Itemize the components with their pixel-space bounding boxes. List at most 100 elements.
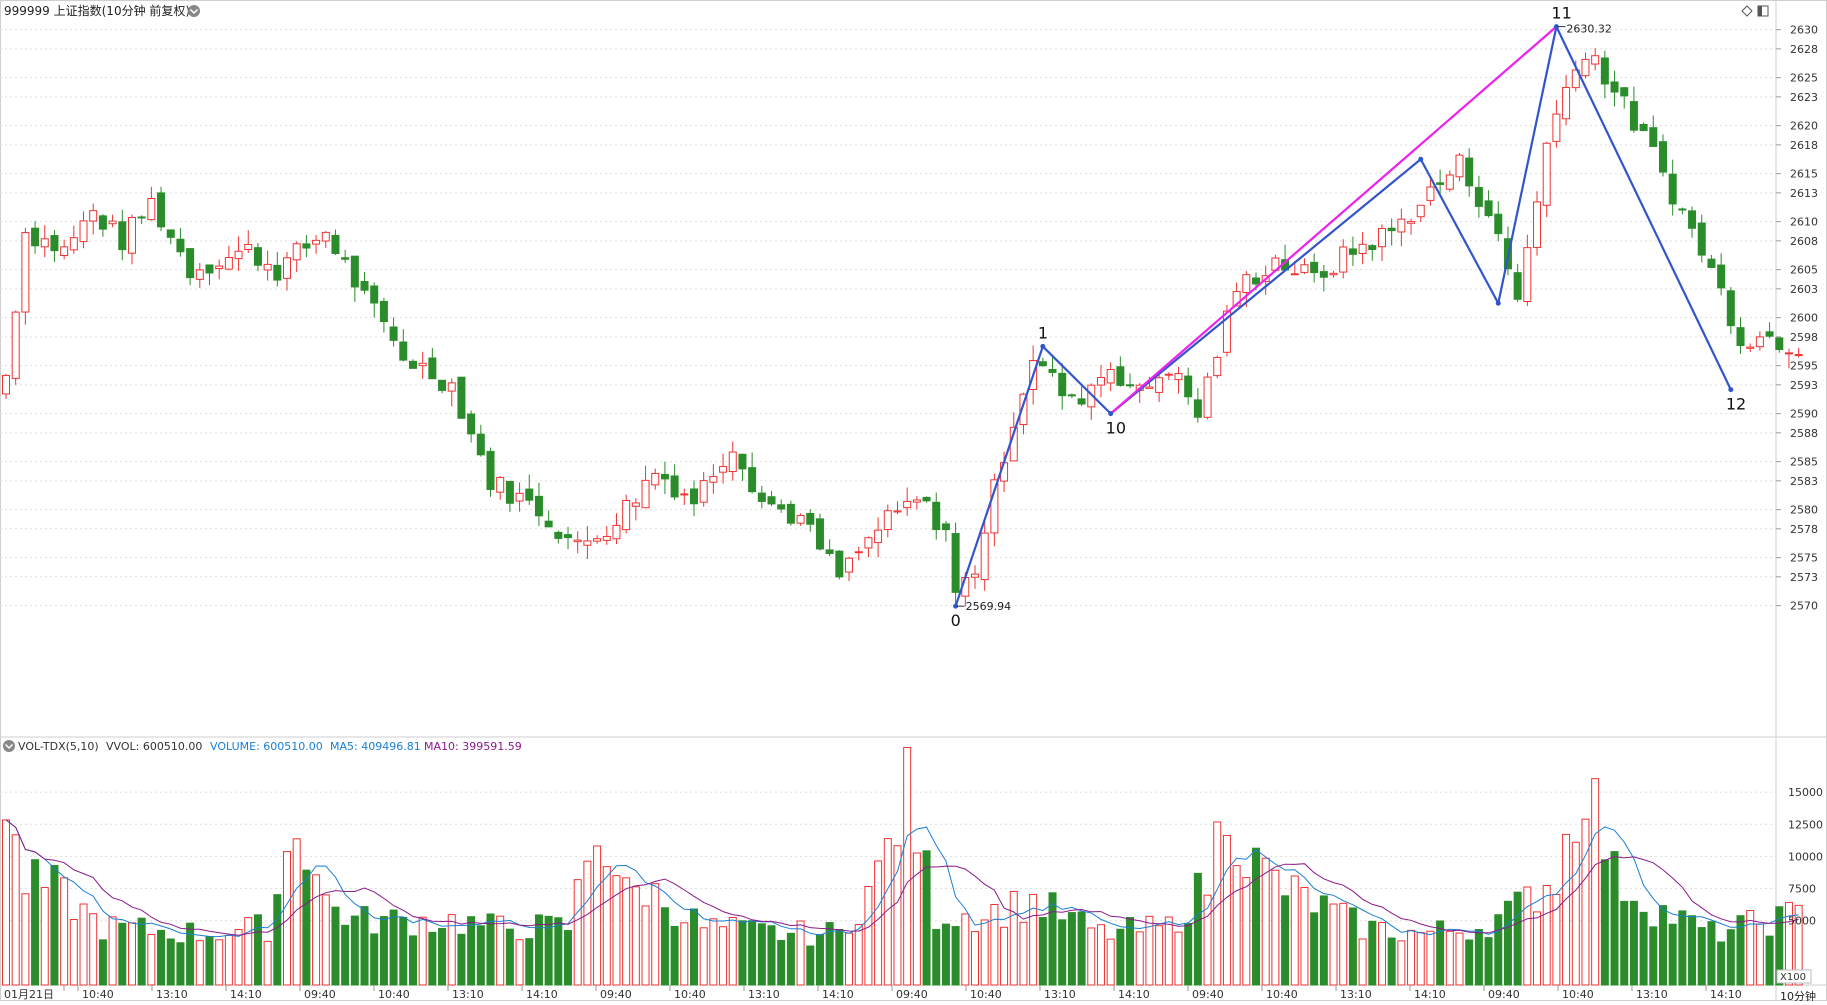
candle-body	[777, 504, 786, 510]
wave-label: 0	[951, 611, 961, 630]
candle-body	[515, 492, 524, 502]
volume-axis-ticks: 5000 7500 10000 12500 15000	[1788, 786, 1823, 928]
volume-bar	[1571, 841, 1580, 986]
volume-bar	[40, 887, 49, 986]
volume-bar	[631, 886, 640, 986]
candle-body	[302, 243, 311, 249]
candle-body	[951, 533, 960, 593]
volume-bar	[1668, 923, 1677, 986]
volume-bar	[1048, 892, 1057, 986]
candle-body	[205, 264, 214, 274]
candle-body	[554, 531, 563, 539]
volume-bar	[1203, 894, 1212, 986]
volume-bar	[728, 916, 737, 986]
volume-bar	[273, 894, 282, 986]
volume-bar	[1494, 914, 1503, 986]
wave-segment	[1419, 158, 1500, 304]
candle-body	[341, 257, 350, 260]
volume-bar	[428, 931, 437, 986]
volume-bar	[845, 932, 854, 986]
candle-body	[1067, 394, 1076, 397]
wave-segment	[1497, 26, 1558, 304]
volume-dropdown-icon[interactable]	[3, 740, 15, 752]
volume-bar	[467, 916, 476, 986]
time-tick-label: 14:10	[230, 988, 262, 1001]
candle-body	[108, 220, 117, 225]
candle-body	[602, 535, 611, 541]
candle-body	[467, 413, 476, 435]
price-tick-label: 2605	[1790, 264, 1818, 277]
volume-bar	[1523, 886, 1532, 986]
price-tick-label: 2580	[1790, 504, 1818, 517]
volume-bar	[157, 929, 166, 986]
candle-body	[1222, 310, 1231, 353]
volume-bar	[98, 939, 107, 986]
candle-body	[1658, 141, 1667, 173]
volume-bar	[1126, 916, 1135, 986]
volume-bar	[1009, 890, 1018, 986]
volume-bar	[1533, 911, 1542, 986]
chart-header: 999999 上证指数(10分钟 前复权)	[4, 3, 1769, 18]
candle-body	[835, 550, 844, 578]
candle-body	[98, 215, 107, 230]
volume-bar	[399, 916, 408, 986]
volume-bar	[748, 920, 757, 986]
candle-body	[505, 480, 514, 504]
volume-bar	[1436, 920, 1445, 986]
volume-bar	[408, 935, 417, 986]
volume-bar	[641, 905, 650, 986]
volume-bar	[283, 851, 292, 986]
candle-body	[612, 524, 621, 540]
candle-body	[389, 326, 398, 341]
candle-body	[1193, 399, 1202, 418]
candle-body	[1649, 127, 1658, 147]
time-tick-label: 09:40	[1488, 988, 1520, 1001]
wave-label: 11	[1551, 4, 1571, 23]
vvol-readout: VVOL: 600510.00	[106, 740, 202, 753]
candle-body	[428, 357, 437, 380]
candle-body	[127, 217, 136, 254]
volume-bar	[224, 934, 233, 986]
volume-bar	[874, 860, 883, 986]
time-tick-label: 10:40	[1266, 988, 1298, 1001]
candle-body	[234, 250, 243, 260]
candle-body	[815, 518, 824, 550]
volume-bar	[719, 926, 728, 986]
candle-body	[195, 269, 204, 280]
candle-body	[1329, 272, 1338, 276]
volume-bar	[1096, 924, 1105, 986]
wave-node	[1553, 24, 1559, 30]
volume-bar	[1213, 821, 1222, 986]
volume-bar	[971, 931, 979, 986]
candle-body	[573, 539, 582, 543]
volume-bar	[476, 925, 485, 986]
volume-bar	[854, 924, 863, 986]
candle-body	[1184, 375, 1193, 398]
volume-bar	[1271, 869, 1280, 986]
candle-body	[1600, 57, 1609, 85]
volume-unit-box	[1776, 969, 1812, 984]
price-tick-label: 2623	[1790, 91, 1818, 104]
panel-toggle-icon[interactable]	[1757, 5, 1769, 17]
volume-ma10-line	[5, 819, 1799, 936]
volume-bar	[331, 906, 340, 986]
price-tick-label: 2608	[1790, 235, 1818, 248]
diamond-icon[interactable]	[1741, 5, 1753, 17]
volume-bar	[1620, 900, 1629, 986]
time-tick-label: 09:40	[1192, 988, 1224, 1001]
candle-body	[1407, 221, 1416, 224]
candle-body	[69, 237, 78, 251]
volume-bar-series	[2, 746, 1803, 986]
volume-bar	[1029, 893, 1038, 986]
volume-bar	[738, 920, 747, 986]
candle-body	[1455, 154, 1464, 178]
period-label[interactable]: 10分钟	[1780, 989, 1816, 1003]
candle-body	[1591, 55, 1600, 65]
volume-bar	[1193, 872, 1202, 986]
volume-bar	[1232, 865, 1241, 986]
title-dropdown-icon[interactable]	[188, 5, 200, 17]
candle-body	[1445, 174, 1454, 190]
price-tick-label: 2615	[1790, 168, 1818, 181]
time-tick-label: 13:10	[156, 988, 188, 1001]
